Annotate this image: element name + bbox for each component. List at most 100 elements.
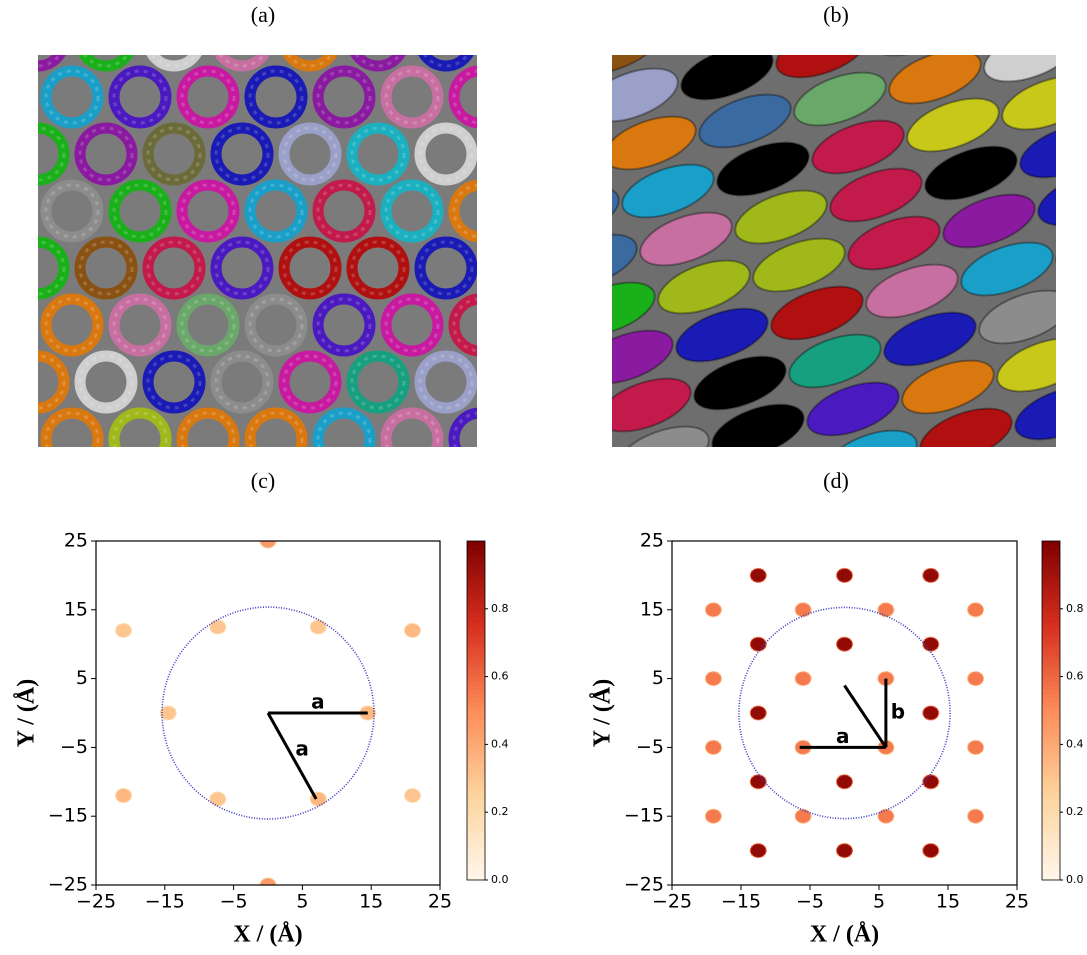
colorbar-segment [467,613,485,618]
colorbar-segment [467,541,485,546]
panel-label: (a) [251,2,275,27]
x-tick-label: 15 [936,891,960,913]
colorbar-segment [1042,609,1060,614]
colorbar-segment [467,715,485,720]
colorbar-segment [1042,855,1060,860]
colorbar-segment [467,744,485,749]
density-spot [210,620,226,634]
colorbar-segment [467,706,485,711]
colorbar-segment [467,736,485,741]
colorbar-segment [1042,643,1060,648]
colorbar-segment [467,660,485,665]
colorbar-segment [1042,596,1060,601]
ring [522,71,574,123]
colorbar-segment [467,698,485,703]
y-tick-label: 15 [64,598,88,620]
x-tick-label: 25 [428,891,452,913]
colorbar-segment [467,816,485,821]
molecule [1067,258,1087,332]
ring [556,356,608,408]
density-spot [750,706,766,720]
colorbar-segment [467,859,485,864]
colorbar-segment [1042,579,1060,584]
colorbar-segment [467,757,485,762]
colorbar-segment [467,727,485,732]
colorbar-segment [1042,872,1060,877]
colorbar-segment [1042,829,1060,834]
density-spot [705,672,721,686]
molecule [484,80,589,154]
density-spot [795,672,811,686]
x-tick-label: −15 [145,891,185,913]
molecule [1072,0,1087,70]
colorbar-segment [1042,571,1060,576]
colorbar-tick-label: 0.4 [491,737,509,750]
colorbar-segment [1042,816,1060,821]
colorbar-segment [467,630,485,635]
colorbar-segment [467,655,485,660]
colorbar-tick-label: 0.0 [491,873,509,886]
colorbar-segment [467,588,485,593]
colorbar-segment [1042,833,1060,838]
colorbar-segment [1042,638,1060,643]
colorbar-segment [467,545,485,550]
colorbar-segment [467,549,485,554]
colorbar-segment [1042,651,1060,656]
density-spot [837,568,853,582]
colorbar-segment [467,600,485,605]
colorbar-segment [1042,867,1060,872]
colorbar-segment [1042,677,1060,682]
ring-highlight [556,470,608,522]
vector-label: a [311,690,325,714]
ring-highlight [488,242,540,294]
colorbar-segment [467,872,485,877]
density-spot [923,844,939,858]
density-spot [705,740,721,754]
colorbar-segment [467,846,485,851]
colorbar-segment [1042,761,1060,766]
colorbar-segment [467,799,485,804]
colorbar-segment [1042,541,1060,546]
ring-highlight [522,185,574,237]
x-tick-label: 15 [359,891,383,913]
colorbar-segment [1042,664,1060,669]
colorbar-segment [1042,825,1060,830]
density-spot [878,809,894,823]
molecule [656,0,761,62]
colorbar-segment [1042,787,1060,792]
ring-highlight [0,71,30,123]
colorbar-segment [467,863,485,868]
colorbar-segment [1042,702,1060,707]
colorbar-segment [467,783,485,788]
ring [488,356,540,408]
colorbar-segment [1042,770,1060,775]
density-spot [705,603,721,617]
molecule [520,176,625,250]
colorbar-segment [467,732,485,737]
density-spot [404,789,420,803]
colorbar-segment [467,689,485,694]
colorbar-segment [467,626,485,631]
ring-highlight [488,470,540,522]
vector-label: a [836,724,850,748]
colorbar-segment [467,566,485,571]
colorbar-segment [1042,749,1060,754]
molecule [1054,0,1087,22]
ring [12,470,64,522]
colorbar-segment [1042,778,1060,783]
colorbar-segment [1042,566,1060,571]
ring-highlight [556,356,608,408]
colorbar-segment [1042,766,1060,771]
ring-highlight [284,470,336,522]
colorbar-tick-label: 0.0 [1066,873,1084,886]
colorbar-segment [467,723,485,728]
ring-highlight [488,14,540,66]
y-tick-label: −15 [48,805,88,827]
ring-highlight [12,470,64,522]
ring-highlight [148,470,200,522]
y-tick-label: −5 [60,736,88,758]
colorbar-segment [1042,727,1060,732]
colorbar-segment [1042,791,1060,796]
density-spot [968,740,984,754]
colorbar-segment [467,842,485,847]
